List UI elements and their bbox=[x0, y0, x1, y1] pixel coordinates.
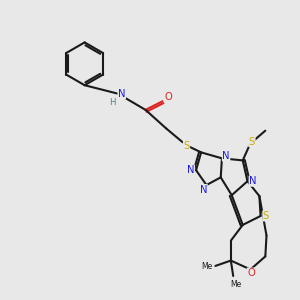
Text: N: N bbox=[187, 165, 194, 175]
Text: N: N bbox=[200, 184, 207, 194]
Text: N: N bbox=[222, 151, 230, 161]
Text: S: S bbox=[183, 141, 190, 151]
Text: Me: Me bbox=[230, 280, 241, 289]
Text: N: N bbox=[118, 88, 125, 98]
Text: O: O bbox=[247, 268, 255, 278]
Text: Me: Me bbox=[201, 262, 213, 271]
Text: H: H bbox=[109, 98, 116, 107]
Text: N: N bbox=[249, 176, 256, 186]
Text: O: O bbox=[165, 92, 172, 102]
Text: S: S bbox=[249, 137, 255, 147]
Text: S: S bbox=[263, 211, 269, 221]
